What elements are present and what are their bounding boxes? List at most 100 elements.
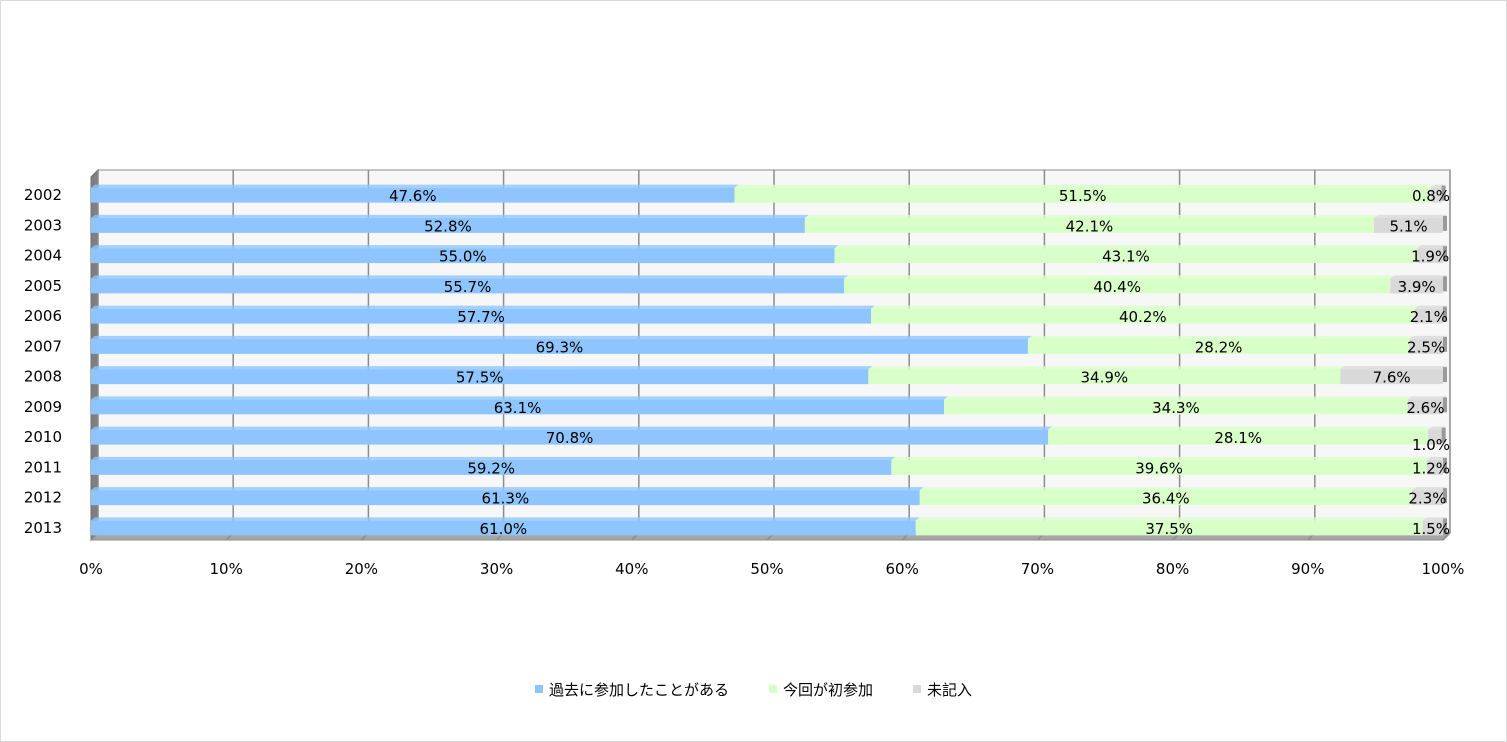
legend-swatch-past — [534, 685, 543, 693]
data-label: 0.8% — [1412, 187, 1450, 205]
y-tick-label: 2007 — [24, 337, 62, 355]
data-label: 70.8% — [546, 429, 594, 447]
bar-segment — [91, 459, 892, 475]
data-label: 3.9% — [1398, 278, 1436, 296]
data-label: 57.7% — [457, 308, 505, 326]
bar-segment-top — [1407, 396, 1447, 400]
bar-segment — [1409, 338, 1443, 354]
bar-segment — [891, 459, 1427, 475]
bar-segment — [91, 308, 872, 324]
data-label: 5.1% — [1389, 217, 1427, 235]
y-tick-label: 2010 — [24, 428, 62, 446]
data-label: 40.2% — [1119, 308, 1167, 326]
y-tick-label: 2005 — [24, 277, 62, 295]
data-label: 36.4% — [1142, 490, 1190, 508]
data-label: 2.3% — [1408, 490, 1446, 508]
data-label: 39.6% — [1135, 459, 1183, 477]
bar-segment-top — [919, 487, 1416, 491]
data-label: 7.6% — [1373, 369, 1411, 387]
bar-segment — [1428, 429, 1442, 445]
bar-segment — [1411, 490, 1443, 506]
data-label: 1.5% — [1412, 520, 1450, 538]
y-tick-label: 2006 — [24, 307, 62, 325]
bar-segment — [91, 399, 945, 415]
bar-segment-top — [91, 184, 739, 188]
bar-segment — [734, 187, 1431, 203]
data-label: 2.6% — [1406, 399, 1444, 417]
bar-end-cap — [1443, 306, 1447, 322]
bar-segment — [1048, 429, 1429, 445]
bar-segment — [1422, 520, 1443, 536]
x-tick-label: 20% — [345, 560, 378, 578]
x-tick-label: 30% — [480, 560, 513, 578]
legend: 過去に参加したことがある 今回が初参加 未記入 — [0, 676, 1507, 702]
data-label: 34.3% — [1152, 399, 1200, 417]
bar-segment-top — [1390, 275, 1447, 279]
bar-segment-top — [1426, 456, 1447, 460]
bar-segment-top — [844, 275, 1395, 279]
y-tick-label: 2012 — [24, 489, 62, 507]
bar-end-cap — [1443, 276, 1447, 292]
data-label: 55.7% — [444, 278, 492, 296]
data-label: 37.5% — [1145, 520, 1193, 538]
bar-segment — [1027, 338, 1410, 354]
data-label: 28.1% — [1214, 429, 1262, 447]
bar-end-cap — [1443, 367, 1447, 383]
x-tick-label: 10% — [210, 560, 243, 578]
bar-segment — [1426, 459, 1443, 475]
bar-segment-top — [734, 184, 1435, 188]
bar-segment-top — [1374, 214, 1447, 218]
bar-segment — [1417, 248, 1443, 264]
bar-segment — [1414, 308, 1443, 324]
data-label: 51.5% — [1059, 187, 1107, 205]
bar-segment-top — [91, 275, 849, 279]
data-label: 47.6% — [389, 187, 437, 205]
bar-end-cap — [1443, 215, 1447, 231]
bar-segment-top — [91, 456, 896, 460]
y-tick-label: 2011 — [24, 458, 62, 476]
bar-segment-top — [91, 366, 873, 370]
bar-end-cap — [1443, 457, 1447, 473]
bar-segment — [944, 399, 1408, 415]
legend-item-blank: 未記入 — [913, 679, 972, 700]
x-tick-label: 90% — [1291, 560, 1324, 578]
bar-segment — [871, 308, 1415, 324]
bar-segment-top — [944, 396, 1412, 400]
y-tick-label: 2002 — [24, 186, 62, 204]
bar-segment — [91, 248, 835, 264]
bar-segment — [1340, 369, 1443, 385]
x-tick-label: 100% — [1422, 560, 1465, 578]
bar-segment-top — [891, 456, 1431, 460]
legend-item-past: 過去に参加したことがある — [534, 679, 729, 700]
bar-segment-top — [1422, 517, 1447, 521]
bar-segment-top — [1027, 335, 1414, 339]
data-label: 69.3% — [536, 338, 584, 356]
y-tick-label: 2009 — [24, 398, 62, 416]
bar-segment-top — [1428, 426, 1446, 430]
data-label: 42.1% — [1066, 217, 1114, 235]
bar-segment — [1390, 278, 1443, 294]
data-label: 2.1% — [1410, 308, 1448, 326]
legend-swatch-blank — [913, 685, 921, 693]
legend-swatch-first-time — [768, 685, 777, 693]
data-label: 43.1% — [1102, 248, 1150, 266]
bar-segment — [834, 248, 1418, 264]
bar-segment-top — [834, 245, 1422, 249]
data-label: 59.2% — [467, 459, 515, 477]
bar-segment — [868, 369, 1341, 385]
bar-segment-top — [868, 366, 1345, 370]
bar-segment-top — [1409, 335, 1447, 339]
legend-label-blank: 未記入 — [927, 680, 973, 699]
gridline-floor — [1442, 532, 1451, 541]
bar-segment — [91, 217, 805, 233]
bar-end-cap — [1443, 246, 1447, 262]
data-label: 61.0% — [480, 520, 528, 538]
bar-segment — [91, 338, 1028, 354]
bar-segment-top — [1340, 366, 1447, 370]
y-tick-label: 2008 — [24, 368, 62, 386]
bar-end-cap — [1443, 336, 1447, 352]
data-label: 40.4% — [1093, 278, 1141, 296]
data-label: 52.8% — [424, 217, 472, 235]
bar-segment-top — [1048, 426, 1433, 430]
